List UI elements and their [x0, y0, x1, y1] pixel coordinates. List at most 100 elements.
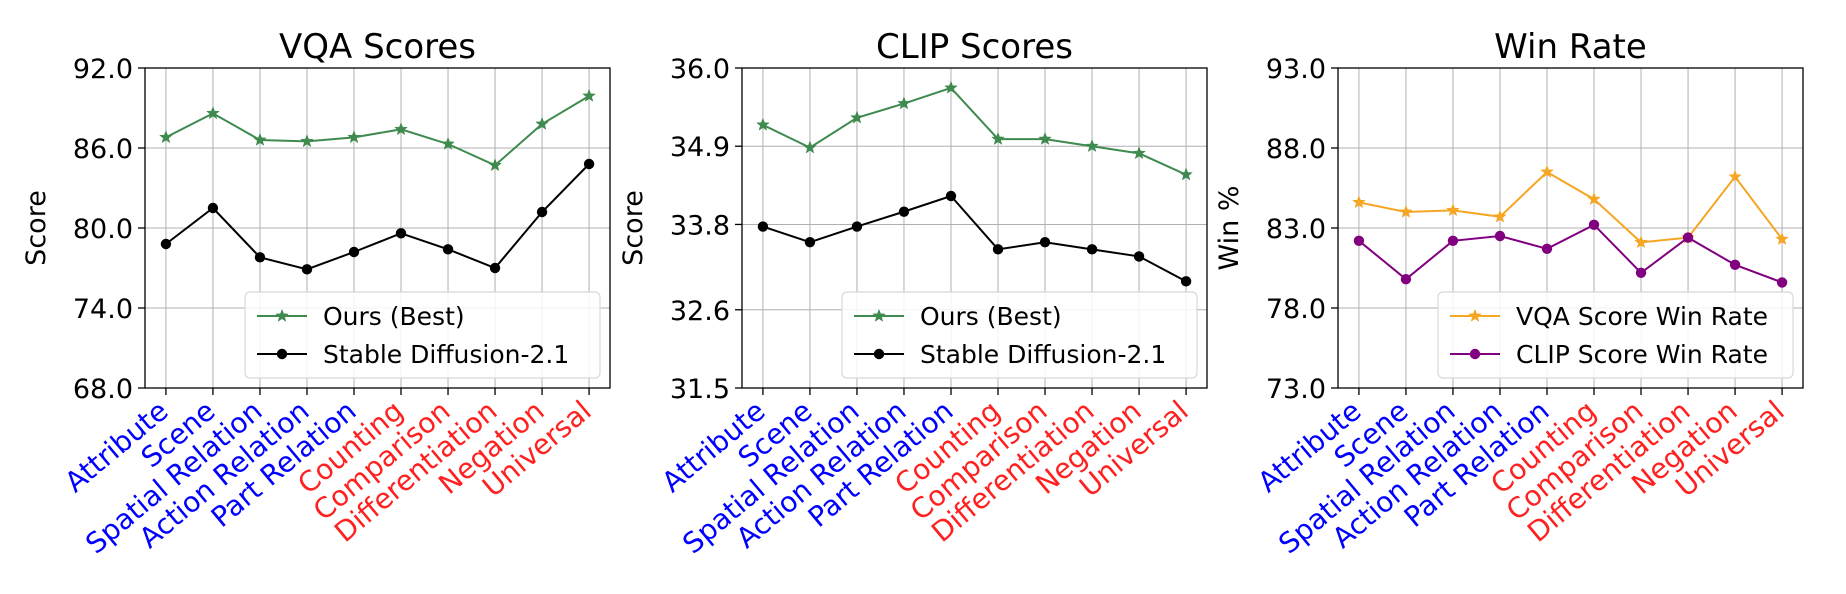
y-tick-label: 73.0	[1266, 374, 1326, 405]
data-point	[1635, 267, 1647, 278]
data-point	[347, 130, 361, 144]
legend-label: Stable Diffusion-2.1	[323, 340, 569, 369]
data-point	[1132, 146, 1146, 160]
legend-label: Ours (Best)	[323, 302, 465, 331]
data-point	[1179, 167, 1193, 181]
data-point	[1353, 235, 1365, 246]
data-point	[159, 130, 173, 144]
data-point	[1039, 237, 1051, 248]
data-point	[1352, 195, 1366, 209]
data-point	[207, 202, 219, 214]
data-point	[897, 96, 911, 110]
data-point	[582, 88, 596, 102]
data-point	[348, 246, 360, 258]
legend-swatch-marker	[276, 348, 288, 360]
data-point	[395, 228, 407, 239]
y-tick-label: 83.0	[1266, 214, 1326, 245]
chart-title: VQA Scores	[279, 27, 476, 67]
data-point	[851, 221, 863, 232]
data-point	[804, 237, 816, 248]
data-point	[1086, 244, 1098, 255]
data-point	[536, 206, 548, 218]
legend-box	[244, 291, 601, 379]
legend-label: VQA Score Win Rate	[1516, 302, 1768, 331]
data-point	[1682, 232, 1694, 243]
legend-swatch-marker	[275, 308, 289, 322]
data-point	[441, 136, 455, 150]
data-point	[160, 238, 172, 250]
data-point	[1541, 243, 1553, 254]
data-point	[1775, 231, 1789, 246]
data-point	[1540, 164, 1554, 178]
y-tick-label: 68.0	[73, 374, 133, 405]
legend-swatch-marker	[873, 348, 885, 360]
data-point	[583, 158, 595, 170]
data-point	[757, 221, 769, 232]
chart-panel-3: 73.078.083.088.093.0AttributeSceneSpatia…	[1214, 27, 1804, 560]
y-axis-label: Win %	[1214, 186, 1245, 271]
data-point	[254, 252, 266, 263]
data-point	[803, 140, 817, 154]
y-axis-label: Score	[618, 190, 649, 266]
data-point	[1447, 235, 1459, 246]
legend: Ours (Best) Stable Diffusion-2.1	[244, 291, 601, 379]
data-point	[1634, 235, 1648, 249]
data-point	[394, 122, 408, 136]
data-point	[898, 206, 910, 217]
y-tick-label: 33.8	[670, 210, 730, 241]
data-point	[1494, 230, 1506, 242]
y-tick-label: 86.0	[73, 134, 133, 165]
data-point	[301, 264, 313, 275]
data-point	[442, 244, 454, 255]
series-line-1	[762, 86, 1187, 176]
legend-swatch-marker	[872, 308, 886, 322]
data-point	[1776, 277, 1788, 288]
legend-label: Stable Diffusion-2.1	[920, 340, 1166, 369]
series-line-2	[165, 163, 590, 271]
y-tick-label: 93.0	[1266, 54, 1326, 85]
data-point	[300, 134, 314, 148]
legend-label: CLIP Score Win Rate	[1516, 340, 1768, 369]
y-tick-label: 34.9	[670, 132, 730, 163]
data-point	[1493, 209, 1507, 223]
data-point	[945, 190, 957, 202]
y-tick-label: 80.0	[73, 214, 133, 245]
y-tick-label: 78.0	[1266, 294, 1326, 325]
data-point	[756, 117, 770, 131]
data-point	[1446, 203, 1460, 217]
data-point	[1588, 219, 1600, 230]
y-tick-label: 36.0	[670, 54, 730, 85]
data-point	[489, 262, 501, 274]
chart-panel-2: 31.532.633.834.936.0AttributeSceneSpatia…	[618, 27, 1208, 560]
data-point	[253, 132, 267, 146]
series-line-2	[762, 194, 1187, 283]
y-tick-label: 31.5	[670, 374, 730, 405]
legend: Ours (Best) Stable Diffusion-2.1	[841, 291, 1198, 379]
data-point	[488, 158, 502, 172]
legend: VQA Score Win Rate CLIP Score Win Rate	[1437, 291, 1794, 379]
data-point	[1728, 169, 1742, 183]
data-point	[535, 116, 549, 130]
data-point	[1085, 139, 1099, 153]
data-point	[1133, 251, 1145, 262]
y-tick-label: 92.0	[73, 54, 133, 85]
chart-title: CLIP Scores	[876, 27, 1073, 67]
y-tick-label: 88.0	[1266, 134, 1326, 165]
y-tick-label: 32.6	[670, 296, 730, 327]
data-point	[1399, 204, 1413, 218]
plot-frame	[741, 67, 1208, 389]
data-point	[1180, 276, 1192, 287]
chart-title: Win Rate	[1494, 27, 1647, 67]
data-point	[944, 80, 958, 94]
series-line-1	[165, 95, 590, 167]
data-point	[206, 106, 220, 120]
data-point	[1400, 274, 1412, 285]
legend-box	[1437, 291, 1794, 379]
series-line-1	[1358, 170, 1783, 244]
data-point	[1729, 259, 1741, 270]
y-axis-label: Score	[21, 190, 52, 266]
series-line-2	[1358, 223, 1783, 284]
chart-panel-1: 68.074.080.086.092.0AttributeSceneSpatia…	[21, 27, 611, 560]
data-point	[1038, 131, 1052, 145]
